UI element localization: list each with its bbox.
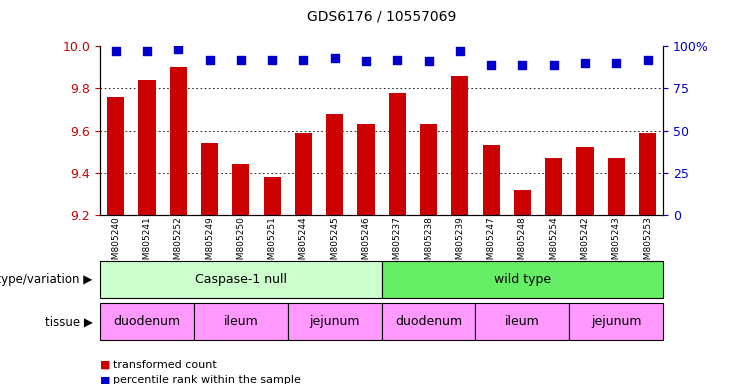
Text: ■: ■ — [100, 375, 114, 384]
Bar — [264, 177, 281, 215]
Point — [141, 48, 153, 54]
Text: ileum: ileum — [224, 315, 258, 328]
Text: wild type: wild type — [494, 273, 551, 286]
Point — [516, 61, 528, 68]
Text: Caspase-1 null: Caspase-1 null — [195, 273, 287, 286]
Text: percentile rank within the sample: percentile rank within the sample — [113, 375, 302, 384]
Bar — [232, 164, 250, 215]
Bar — [139, 80, 156, 215]
Point — [611, 60, 622, 66]
Point — [642, 56, 654, 63]
Bar — [451, 76, 468, 215]
Bar — [389, 93, 406, 215]
Point — [579, 60, 591, 66]
Bar — [545, 158, 562, 215]
Point — [110, 48, 122, 54]
Bar — [326, 114, 343, 215]
Point — [454, 48, 466, 54]
Bar — [514, 190, 531, 215]
Text: GDS6176 / 10557069: GDS6176 / 10557069 — [307, 9, 456, 23]
Text: jejunum: jejunum — [310, 315, 360, 328]
Point — [266, 56, 278, 63]
Point — [422, 58, 434, 65]
Bar — [639, 133, 657, 215]
Text: tissue ▶: tissue ▶ — [44, 315, 93, 328]
Point — [485, 61, 497, 68]
Text: duodenum: duodenum — [395, 315, 462, 328]
Bar — [357, 124, 375, 215]
Point — [173, 46, 185, 53]
Bar — [295, 133, 312, 215]
Bar — [420, 124, 437, 215]
Text: ileum: ileum — [505, 315, 539, 328]
Point — [329, 55, 341, 61]
Bar — [482, 146, 499, 215]
Point — [360, 58, 372, 65]
Text: transformed count: transformed count — [113, 360, 217, 370]
Point — [297, 56, 309, 63]
Bar — [107, 97, 124, 215]
Bar — [608, 158, 625, 215]
Bar — [201, 143, 218, 215]
Text: genotype/variation ▶: genotype/variation ▶ — [0, 273, 93, 286]
Bar — [170, 67, 187, 215]
Bar — [576, 147, 594, 215]
Text: duodenum: duodenum — [113, 315, 181, 328]
Point — [548, 61, 559, 68]
Point — [391, 56, 403, 63]
Text: jejunum: jejunum — [591, 315, 642, 328]
Point — [235, 56, 247, 63]
Point — [204, 56, 216, 63]
Text: ■: ■ — [100, 360, 114, 370]
